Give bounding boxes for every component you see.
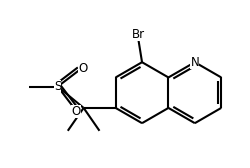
Text: O: O bbox=[72, 105, 81, 118]
Text: Br: Br bbox=[132, 28, 144, 40]
Text: N: N bbox=[190, 56, 199, 69]
Text: O: O bbox=[78, 62, 88, 75]
Text: S: S bbox=[54, 80, 62, 93]
